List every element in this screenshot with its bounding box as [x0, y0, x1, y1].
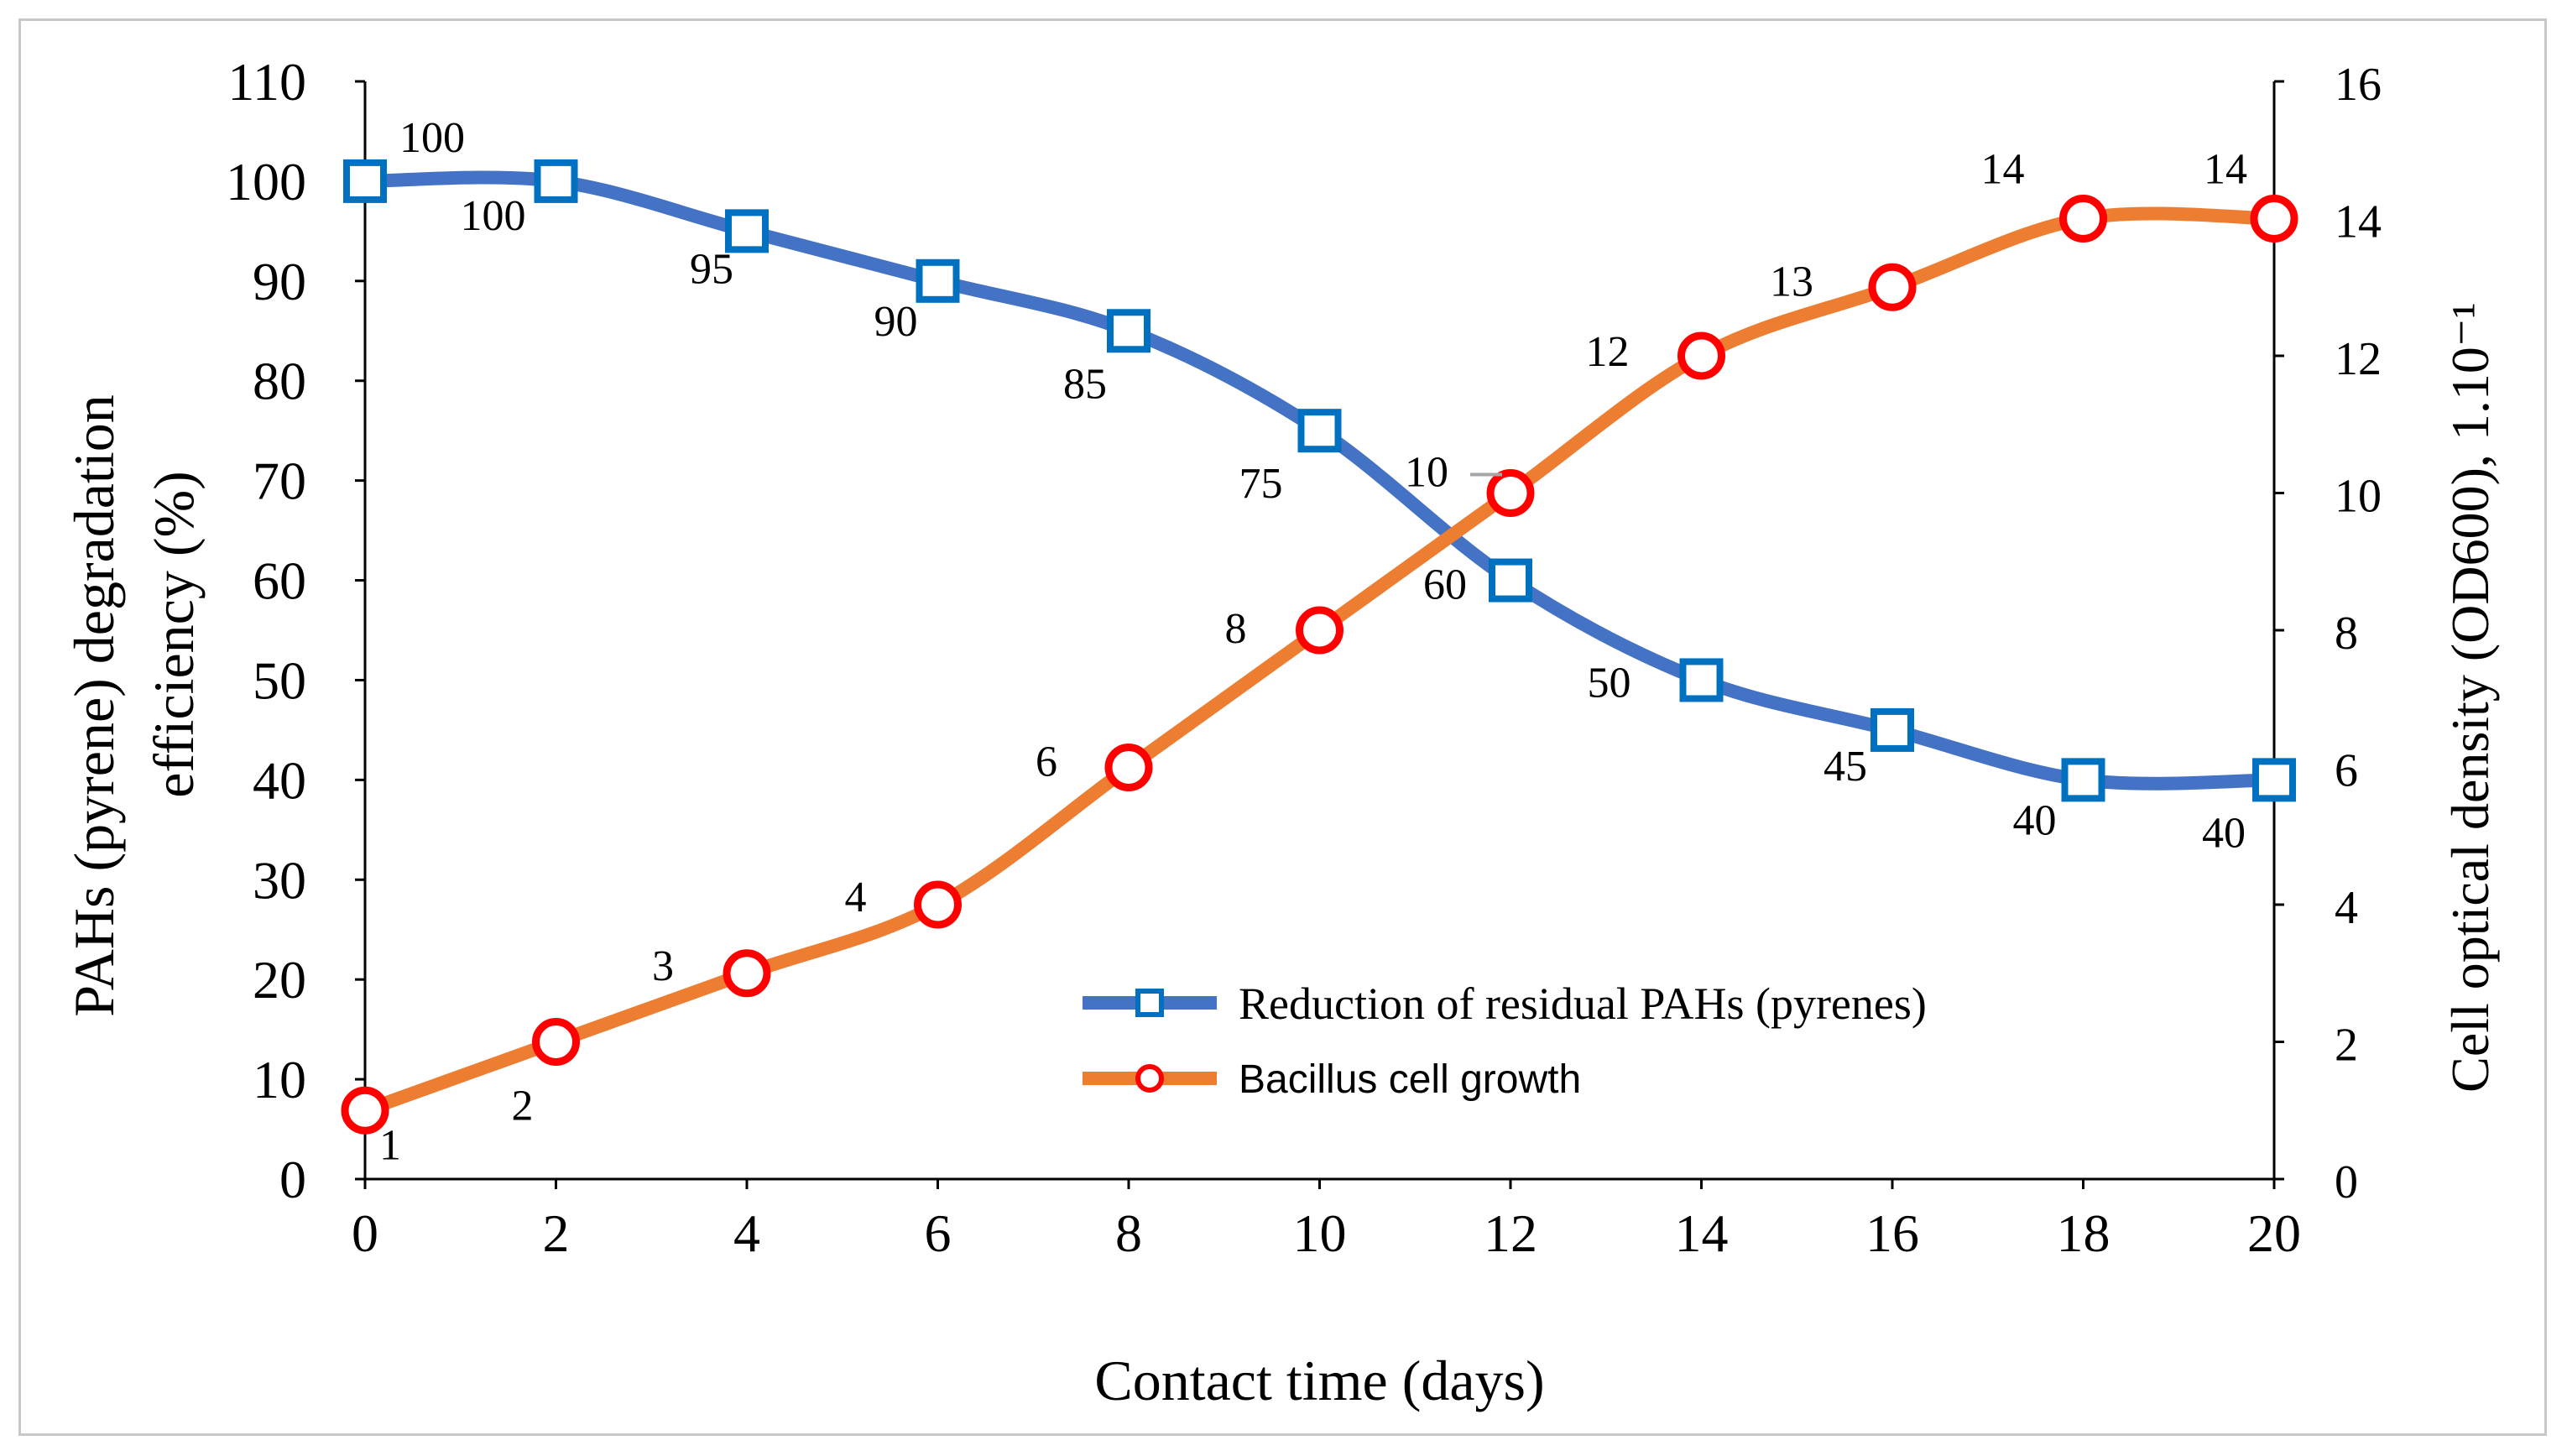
data-point-pahs — [1679, 658, 1724, 702]
data-label-bacillus: 2 — [512, 1083, 534, 1130]
data-point-pahs — [725, 209, 769, 253]
data-point-bacillus — [914, 880, 962, 929]
y-tick-label: 30 — [253, 850, 306, 910]
y-tick-label: 40 — [253, 750, 306, 810]
y2-axis-title: Cell optical density (OD600), 1.10⁻¹ — [2440, 302, 2500, 1093]
y-tick-label: 110 — [227, 52, 306, 112]
data-point-pahs — [1870, 707, 1914, 752]
series-pahs — [343, 159, 2296, 802]
x-axis-title: Contact time (days) — [1094, 1349, 1544, 1412]
data-point-bacillus — [532, 1018, 580, 1066]
y2-tick-label: 16 — [2335, 59, 2382, 111]
y-tick-label: 70 — [253, 451, 306, 511]
x-tick-label: 0 — [352, 1203, 378, 1263]
legend: Reduction of residual PAHs (pyrenes) Bac… — [1083, 978, 1927, 1102]
x-tick-label: 2 — [543, 1203, 570, 1263]
chart-frame — [18, 18, 2547, 1436]
data-point-pahs — [343, 159, 387, 203]
legend-swatch-marker-bacillus — [1135, 1064, 1164, 1093]
data-label-pahs: 90 — [874, 298, 918, 346]
y2-tick-label: 12 — [2335, 333, 2382, 385]
x-tick-label: 10 — [1293, 1203, 1347, 1263]
data-label-bacillus: 8 — [1225, 605, 1247, 653]
data-label-bacillus: 4 — [845, 874, 867, 921]
data-label-bacillus: 3 — [652, 942, 674, 990]
y2-tick-label: 4 — [2335, 882, 2358, 934]
data-point-pahs — [2061, 758, 2105, 802]
data-point-bacillus — [1486, 469, 1535, 517]
data-label-bacillus: 1 — [379, 1121, 401, 1169]
data-label-pahs: 75 — [1239, 460, 1283, 508]
data-label-pahs: 100 — [461, 192, 526, 240]
y2-tick-label: 6 — [2335, 745, 2358, 797]
y-tick-label: 10 — [253, 1050, 306, 1109]
data-label-pahs: 60 — [1423, 561, 1467, 609]
data-label-bacillus: 10 — [1405, 449, 1448, 497]
data-point-bacillus — [1296, 606, 1344, 655]
data-point-bacillus — [2059, 195, 2107, 243]
series-bacillus — [341, 195, 2298, 1135]
data-label-pahs: 85 — [1063, 360, 1107, 408]
x-tick-label: 8 — [1115, 1203, 1142, 1263]
data-label-bacillus: 13 — [1770, 258, 1813, 305]
x-tick-label: 14 — [1675, 1203, 1729, 1263]
data-point-pahs — [1297, 409, 1342, 453]
data-point-bacillus — [1104, 744, 1153, 791]
y-axis-title-line-1: PAHs (pyrene) degradation — [62, 394, 126, 1017]
data-point-pahs — [1107, 309, 1150, 353]
x-tick-label: 12 — [1484, 1203, 1537, 1263]
y-tick-label: 100 — [226, 152, 306, 211]
y-tick-label: 20 — [253, 950, 306, 1010]
data-label-bacillus: 14 — [2204, 146, 2247, 194]
data-label-pahs: 45 — [1824, 743, 1867, 791]
y-axis-title-line-2: efficiency (%) — [142, 471, 206, 798]
legend-swatch-marker-pahs — [1135, 989, 1164, 1017]
data-label-pahs: 40 — [2202, 809, 2246, 857]
axis-titles: Contact time (days) PAHs (pyrene) degrad… — [62, 302, 2500, 1412]
y-tick-label: 60 — [253, 551, 306, 611]
y2-tick-label: 0 — [2335, 1156, 2358, 1208]
data-label-pahs: 95 — [690, 245, 733, 293]
series-layer — [341, 159, 2298, 1135]
data-label-pahs: 50 — [1588, 659, 1631, 707]
data-point-pahs — [534, 159, 578, 203]
legend-label-pahs: Reduction of residual PAHs (pyrenes) — [1239, 978, 1927, 1029]
data-label-bacillus: 14 — [1981, 146, 2025, 194]
legend-label-bacillus: Bacillus cell growth — [1239, 1057, 1581, 1102]
data-label-bacillus: 6 — [1036, 738, 1057, 786]
data-point-bacillus — [2250, 195, 2298, 243]
data-label-pahs: 40 — [2013, 796, 2057, 844]
data-point-bacillus — [1677, 331, 1725, 380]
y2-tick-label: 8 — [2335, 608, 2358, 660]
y2-tick-label: 10 — [2335, 471, 2382, 523]
data-point-bacillus — [341, 1086, 389, 1135]
data-label-bacillus: 12 — [1586, 328, 1630, 376]
x-tick-label: 6 — [925, 1203, 952, 1263]
y-tick-label: 50 — [253, 650, 306, 710]
data-label-pahs: 100 — [399, 114, 465, 162]
data-point-bacillus — [723, 949, 771, 998]
data-point-bacillus — [1868, 263, 1917, 311]
x-tick-label: 20 — [2247, 1203, 2301, 1263]
y-tick-label: 90 — [253, 252, 306, 311]
y2-tick-label: 2 — [2335, 1020, 2358, 1072]
data-point-pahs — [2252, 758, 2296, 802]
x-tick-label: 16 — [1865, 1203, 1919, 1263]
series-line-pahs — [358, 170, 2281, 791]
y-tick-label: 80 — [253, 352, 306, 411]
ticks-layer: 0 2 4 6 8 10 12 14 16 18 2001020304050607080901001… — [226, 52, 2382, 1263]
data-point-pahs — [1489, 558, 1532, 603]
x-tick-label: 18 — [2057, 1203, 2110, 1263]
data-point-pahs — [916, 258, 960, 303]
y2-tick-label: 14 — [2335, 196, 2382, 248]
x-tick-label: 4 — [733, 1203, 760, 1263]
y-tick-label: 0 — [279, 1150, 306, 1209]
